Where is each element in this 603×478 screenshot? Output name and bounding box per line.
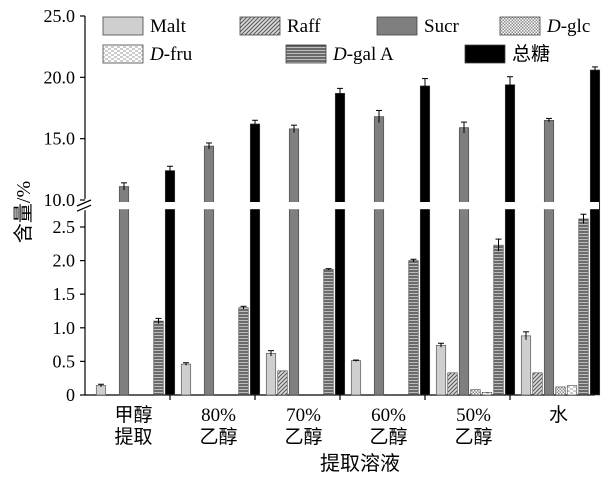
bar-总糖-3 — [419, 85, 431, 396]
x-tick-label-line2: 乙醇 — [199, 426, 237, 448]
bar-总糖-1 — [249, 123, 261, 396]
bar-总糖-4 — [504, 84, 516, 396]
bar-Sucr-2 — [288, 128, 300, 396]
x-tick-label-line2: 乙醇 — [284, 426, 322, 448]
bar-D-gal A-2 — [323, 269, 334, 396]
x-tick-label-line1: 甲醇 — [114, 404, 152, 426]
x-tick-label-line1: 60% — [371, 405, 406, 426]
bar-总糖-2 — [334, 92, 346, 396]
bar-Sucr-5 — [543, 119, 555, 396]
bar-D-gal A-3 — [408, 260, 419, 396]
legend-label-总糖: 总糖 — [512, 43, 550, 65]
legend-swatch-Malt — [102, 16, 144, 36]
legend-swatch-D-fru — [102, 44, 144, 64]
bar-Sucr-4 — [458, 127, 470, 396]
legend-swatch-Sucr — [376, 16, 418, 36]
x-tick-label-line1: 50% — [456, 405, 491, 426]
y-tick-label: 25.0 — [44, 6, 76, 26]
bar-总糖-5 — [589, 69, 601, 396]
legend-swatch-D-gal A — [285, 44, 327, 64]
bar-D-gal A-1 — [238, 307, 249, 396]
legend-label-Raff: Raff — [287, 16, 321, 37]
x-axis-label: 提取溶液 — [320, 452, 400, 475]
legend-swatch-D-glc — [499, 16, 541, 36]
axis-break-mark — [76, 204, 92, 212]
legend-swatch-Raff — [239, 16, 281, 36]
axis-break-mark — [76, 199, 92, 207]
bar-D-fru-5 — [566, 385, 578, 396]
y-tick-label: 2.0 — [53, 251, 76, 271]
x-tick-label-line1: 70% — [286, 405, 321, 426]
legend-label-Malt: Malt — [150, 16, 187, 37]
legend: Malt Raff Sucr D-glc D-fru D-gal A 总糖 — [102, 16, 590, 65]
bar-Sucr-1 — [203, 145, 215, 396]
x-tick-label-line1: 80% — [201, 405, 236, 426]
y-tick-label: 1.5 — [53, 284, 76, 304]
y-tick-label: 15.0 — [44, 129, 76, 149]
bar-Malt-3 — [350, 360, 362, 396]
bar-Malt-4 — [435, 344, 447, 396]
bar-Raff-2 — [277, 370, 288, 396]
bar-Raff-5 — [532, 372, 543, 396]
bar-D-fru-4 — [481, 392, 493, 396]
x-tick-label-line1: 水 — [549, 404, 568, 426]
bar-D-glc-4 — [470, 389, 481, 396]
y-axis-label: 含量/% — [12, 181, 35, 243]
bar-Malt-1 — [180, 363, 192, 396]
y-tick-label: 0 — [66, 385, 75, 405]
bar-Malt-2 — [265, 353, 277, 396]
legend-label-D-fru: D-fru — [149, 44, 193, 65]
x-tick-label-line2: 乙醇 — [369, 426, 407, 448]
bar-D-gal A-5 — [578, 218, 589, 396]
legend-label-D-glc: D-glc — [546, 16, 590, 37]
y-tick-label: 1.0 — [53, 318, 76, 338]
x-tick-label-line2: 提取 — [114, 426, 152, 448]
bar-Sucr-0 — [118, 186, 130, 396]
legend-swatch-总糖 — [464, 44, 506, 64]
x-tick-label-line2: 乙醇 — [454, 426, 492, 448]
y-tick-label: 0.5 — [53, 351, 76, 371]
y-tick-label: 10.0 — [44, 190, 76, 210]
y-tick-label: 20.0 — [44, 67, 76, 87]
bar-D-glc-5 — [555, 386, 566, 396]
bar-Sucr-3 — [373, 116, 385, 396]
plot-area: 00.51.01.52.02.510.015.020.025.0甲醇提取80%乙… — [44, 6, 601, 448]
bar-D-gal A-4 — [493, 244, 504, 396]
legend-label-Sucr: Sucr — [424, 16, 460, 37]
bar-Raff-4 — [447, 372, 458, 396]
bar-Malt-0 — [95, 385, 107, 396]
legend-label-D-gal A: D-gal A — [332, 44, 394, 65]
bar-D-gal A-0 — [153, 320, 164, 396]
axis-break-gap — [81, 202, 599, 210]
bar-Malt-5 — [520, 335, 532, 396]
y-tick-label: 2.5 — [53, 217, 76, 237]
